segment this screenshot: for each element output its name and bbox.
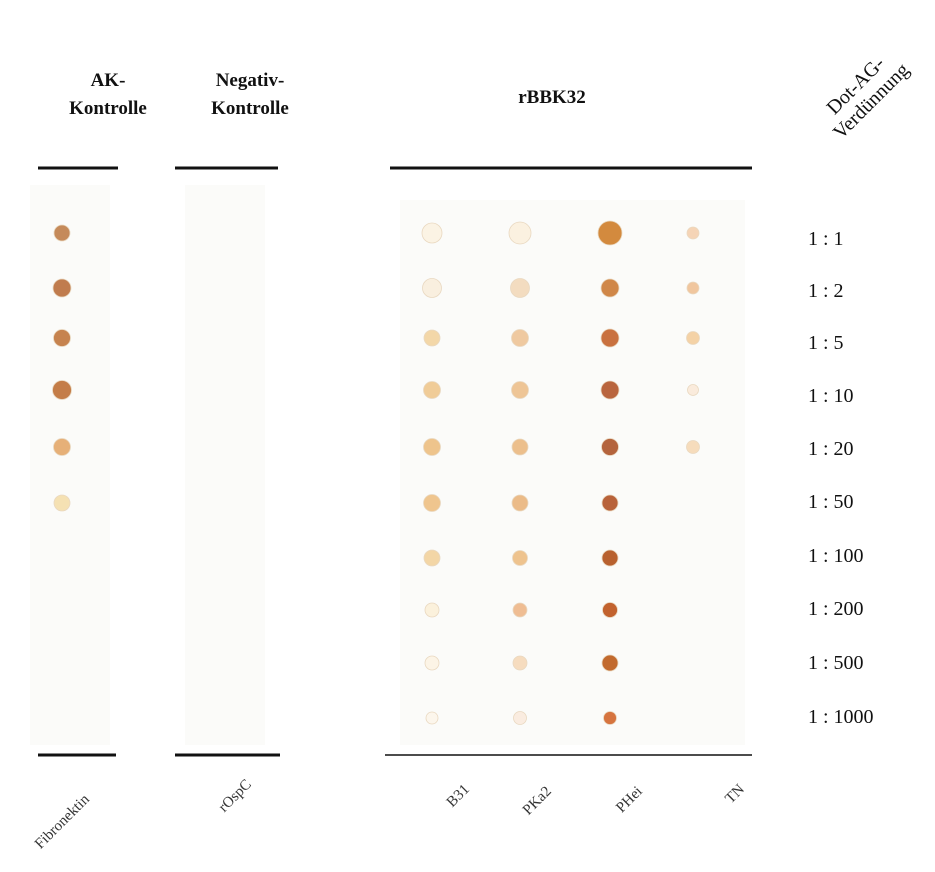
dot xyxy=(422,223,442,243)
dot xyxy=(602,550,618,566)
dilution-label: 1 : 5 xyxy=(808,332,844,354)
dilution-label: 1 : 500 xyxy=(808,652,864,674)
strip xyxy=(30,185,110,745)
dot xyxy=(425,656,439,670)
dot xyxy=(54,330,71,347)
dot xyxy=(687,282,699,294)
dot xyxy=(512,330,529,347)
dilution-label: 1 : 20 xyxy=(808,438,854,460)
column-header: AK- xyxy=(91,70,126,91)
dot xyxy=(512,439,528,455)
dot xyxy=(598,221,622,245)
dot xyxy=(602,439,619,456)
dot xyxy=(514,712,527,725)
dot xyxy=(54,439,71,456)
dot xyxy=(54,225,70,241)
dot xyxy=(512,495,528,511)
column-header: rBBK32 xyxy=(518,87,586,108)
dot xyxy=(424,439,441,456)
dot xyxy=(604,712,617,725)
dilution-label: 1 : 50 xyxy=(808,491,854,513)
dot xyxy=(509,222,531,244)
dot xyxy=(425,603,439,617)
column-header: Kontrolle xyxy=(211,98,289,119)
dot xyxy=(601,381,619,399)
dot xyxy=(53,381,72,400)
dilution-label: 1 : 100 xyxy=(808,545,864,567)
dilution-label: 1 : 1000 xyxy=(808,706,874,728)
dot xyxy=(424,330,440,346)
dot xyxy=(688,385,699,396)
dot xyxy=(423,279,442,298)
dot xyxy=(512,382,529,399)
column-header: Kontrolle xyxy=(69,98,147,119)
dilution-label: 1 : 2 xyxy=(808,280,844,302)
dot xyxy=(511,279,530,298)
dilution-label: 1 : 1 xyxy=(808,228,844,250)
dot xyxy=(687,227,699,239)
dot xyxy=(424,382,441,399)
dot xyxy=(513,603,527,617)
dilution-label: 1 : 200 xyxy=(808,598,864,620)
dot xyxy=(426,712,438,724)
strip xyxy=(185,185,265,745)
dot xyxy=(603,603,618,618)
dot xyxy=(424,495,441,512)
dot xyxy=(687,332,700,345)
dot xyxy=(424,550,440,566)
dot xyxy=(602,655,618,671)
dot-blot-figure: AK-KontrolleNegativ-KontrollerBBK32Dot-A… xyxy=(0,0,935,872)
dot xyxy=(53,279,71,297)
dot xyxy=(54,495,70,511)
dot xyxy=(602,495,618,511)
column-header: Negativ- xyxy=(216,70,285,91)
dot xyxy=(513,656,527,670)
dot xyxy=(687,441,700,454)
dot xyxy=(513,551,528,566)
dot xyxy=(601,329,619,347)
dot xyxy=(601,279,619,297)
dilution-label: 1 : 10 xyxy=(808,385,854,407)
